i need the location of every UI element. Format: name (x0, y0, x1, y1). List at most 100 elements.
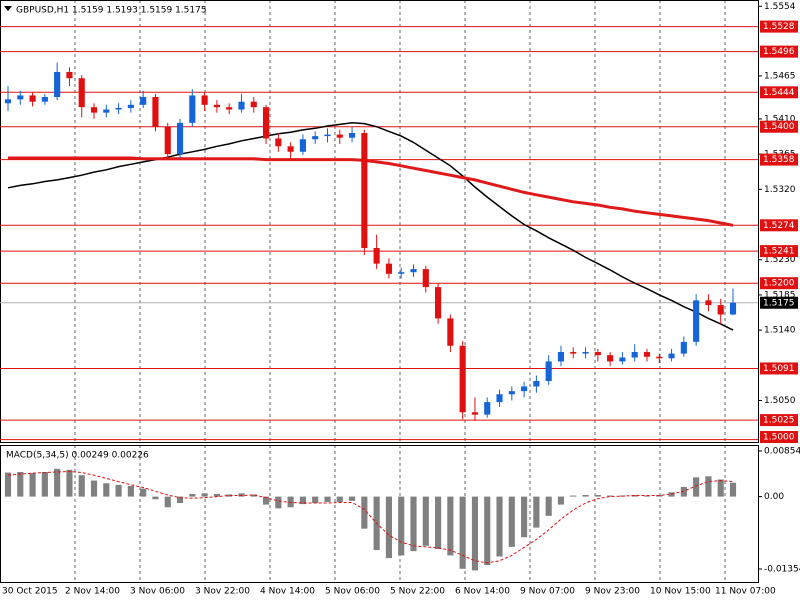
y-tick-label: 1.5410 (764, 114, 796, 124)
macd-bar (668, 492, 675, 497)
macd-bar (693, 477, 700, 497)
candle-body (299, 139, 306, 152)
macd-bar (398, 496, 405, 556)
macd-bar (262, 496, 270, 505)
macd-bar (631, 494, 638, 497)
candle-body (643, 352, 651, 357)
candle-body (176, 122, 184, 155)
candle-body (631, 352, 638, 358)
candle-body (4, 99, 12, 104)
candle-body (336, 134, 343, 138)
macd-bar (508, 496, 515, 547)
macd-bar (299, 496, 306, 505)
y-tick-label: 1.5050 (764, 396, 796, 406)
macd-bar (324, 496, 331, 502)
chart-title: GBPUSD,H1 1.5159 1.5193 1.5159 1.5175 (16, 6, 207, 16)
candle-body (594, 352, 601, 356)
candle-body (373, 247, 380, 264)
candle-body (385, 263, 393, 274)
candle-body (521, 386, 528, 392)
macd-y-tick-label: 0.00854 (764, 446, 800, 456)
moving-average (8, 156, 734, 227)
x-tick-label: 10 Nov 15:00 (650, 587, 711, 597)
macd-bar (152, 496, 159, 500)
candle-body (54, 71, 61, 98)
candle-body (238, 101, 245, 110)
level-label-box (760, 153, 798, 166)
x-tick-label: 9 Nov 07:00 (520, 587, 575, 597)
candle-body (607, 355, 614, 362)
level-label-box (760, 219, 798, 232)
level-label-box (760, 20, 798, 33)
macd-bar (557, 496, 565, 505)
x-tick-label: 2 Nov 14:00 (65, 587, 120, 597)
candle-body (361, 132, 368, 248)
macd-bar (594, 494, 601, 497)
macd-bar (103, 483, 110, 497)
macd-bar (90, 480, 98, 497)
candle-body (693, 300, 700, 342)
candle-body (717, 305, 724, 315)
candle-body (275, 138, 282, 147)
candle-body (668, 353, 675, 359)
macd-signal (7, 470, 734, 564)
macd-bar (410, 496, 417, 552)
macd-bar (607, 495, 614, 497)
level-label: 1.5241 (763, 247, 795, 257)
y-tick-label: 1.5465 (764, 71, 796, 81)
macd-bar (545, 496, 552, 516)
candle-body (508, 391, 515, 395)
macd-bar (717, 479, 724, 497)
macd-bar (54, 468, 61, 497)
candle-body (705, 300, 712, 306)
candle-body (533, 380, 540, 387)
macd-bar (496, 496, 503, 557)
level-label-box (760, 45, 798, 58)
macd-bar (312, 496, 319, 504)
candle-body (262, 107, 270, 139)
level-label: 1.5091 (763, 364, 795, 374)
macd-bar (201, 493, 208, 497)
candle-body (680, 341, 687, 354)
level-label: 1.5274 (763, 221, 795, 231)
candle-body (250, 101, 257, 108)
candle-body (201, 95, 208, 105)
macd-bar (164, 496, 171, 508)
candle-body (410, 269, 417, 273)
candle-body (398, 272, 405, 274)
level-label: 1.5200 (763, 279, 795, 289)
candle-body (545, 361, 552, 381)
moving-average (7, 122, 734, 331)
candle-body (152, 97, 159, 127)
level-label: 1.5025 (763, 416, 795, 426)
x-tick-label: 9 Nov 23:00 (585, 587, 640, 597)
macd-bar (348, 496, 356, 501)
menu-arrow[interactable] (4, 6, 12, 11)
x-tick-label: 6 Nov 14:00 (455, 587, 510, 597)
candle-body (570, 352, 577, 354)
candle-body (729, 302, 737, 315)
level-label: 1.5528 (763, 22, 795, 32)
macd-bar (484, 496, 491, 566)
candle-body (41, 97, 48, 102)
candle-body (140, 97, 147, 105)
macd-label: MACD(5,34,5) 0.00249 0.00226 (6, 451, 149, 461)
y-tick-label: 1.5320 (764, 185, 796, 195)
macd-bar (459, 496, 466, 569)
macd-y-tick-label: -0.01354 (764, 565, 800, 575)
level-label-box (760, 86, 798, 99)
candle-body (656, 356, 663, 359)
candle-body (435, 287, 442, 319)
macd-bar (213, 493, 220, 497)
level-label-box (760, 277, 798, 290)
macd-bar (435, 496, 442, 550)
macd-bar (521, 496, 528, 538)
level-label: 1.5358 (763, 155, 795, 165)
candle-body (348, 132, 356, 138)
candle-body (496, 394, 503, 403)
candle-body (189, 95, 196, 123)
macd-bar (275, 496, 282, 509)
macd-bar (189, 493, 196, 497)
candle-body (226, 107, 233, 110)
